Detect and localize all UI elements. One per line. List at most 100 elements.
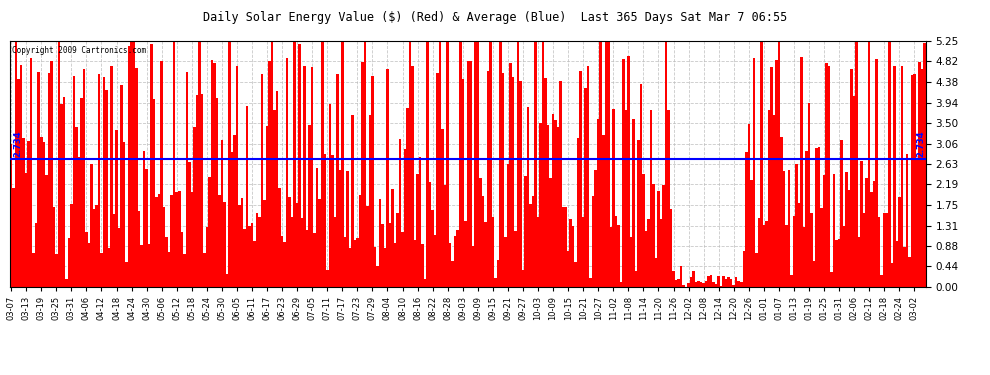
Bar [891,263,893,287]
Bar [98,74,100,287]
Bar [234,135,236,287]
Bar [474,41,476,287]
Bar [143,151,146,287]
Bar [57,41,60,287]
Bar [499,41,502,287]
Bar [798,203,800,287]
Bar [113,214,115,287]
Bar [448,243,451,287]
Bar [221,140,223,287]
Bar [444,185,446,287]
Bar [863,213,865,287]
Bar [368,116,371,287]
Bar [522,270,525,287]
Bar [296,203,298,287]
Bar [326,270,329,287]
Bar [173,41,175,287]
Bar [718,276,720,287]
Bar [554,120,556,287]
Bar [278,188,281,287]
Bar [525,177,527,287]
Bar [80,98,82,287]
Bar [710,275,713,287]
Bar [906,153,908,287]
Bar [805,152,808,287]
Bar [23,138,25,287]
Bar [250,224,253,287]
Bar [298,44,301,287]
Bar [502,74,504,287]
Bar [635,272,638,287]
Bar [33,253,35,287]
Bar [311,67,314,287]
Bar [152,99,155,287]
Bar [662,185,664,287]
Bar [742,251,745,287]
Bar [630,237,632,287]
Bar [497,260,499,287]
Bar [128,46,131,287]
Bar [48,73,50,287]
Text: 2.734: 2.734 [917,130,926,157]
Bar [720,286,723,287]
Bar [823,175,826,287]
Bar [657,191,659,287]
Bar [471,246,474,287]
Bar [750,180,752,287]
Bar [788,170,790,287]
Bar [404,149,406,287]
Bar [551,114,554,287]
Bar [432,210,434,287]
Bar [334,217,336,287]
Bar [770,68,772,287]
Bar [314,233,316,287]
Bar [373,247,376,287]
Bar [291,217,293,287]
Bar [301,218,304,287]
Bar [165,237,168,287]
Bar [85,232,88,287]
Bar [527,107,530,287]
Bar [363,41,366,287]
Bar [168,252,170,287]
Bar [873,180,875,287]
Bar [456,230,459,287]
Bar [836,240,838,287]
Bar [755,254,757,287]
Bar [30,58,33,287]
Bar [163,207,165,287]
Bar [507,164,509,287]
Bar [853,96,855,287]
Bar [265,126,268,287]
Bar [911,75,913,287]
Bar [105,90,108,287]
Bar [697,280,700,287]
Bar [353,240,356,287]
Bar [898,196,901,287]
Bar [530,204,532,287]
Bar [339,170,342,287]
Bar [512,77,514,287]
Bar [183,254,185,287]
Bar [752,58,755,287]
Bar [476,41,479,287]
Bar [255,213,258,287]
Bar [273,110,276,287]
Bar [246,106,248,287]
Bar [158,194,160,287]
Bar [356,238,358,287]
Bar [286,58,288,287]
Bar [733,285,735,287]
Bar [577,138,579,287]
Bar [893,66,896,287]
Bar [772,116,775,287]
Bar [376,266,379,287]
Bar [738,281,740,287]
Bar [206,226,208,287]
Bar [446,41,448,287]
Bar [667,110,670,287]
Bar [815,148,818,287]
Bar [439,41,442,287]
Bar [625,110,627,287]
Bar [487,71,489,287]
